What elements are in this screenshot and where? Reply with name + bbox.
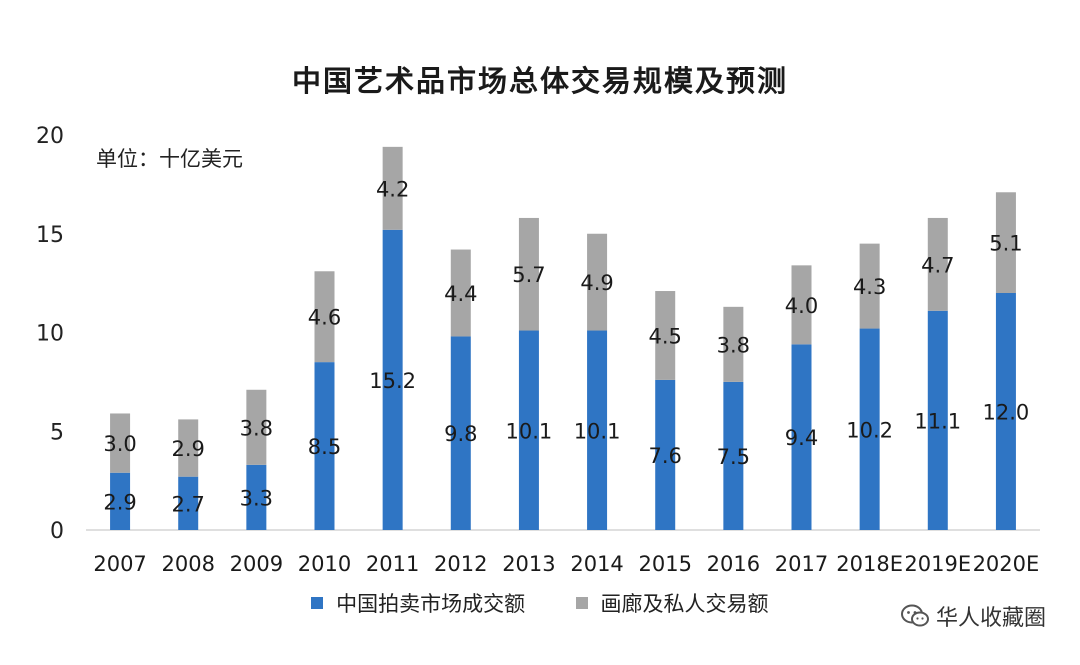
data-label-gallery: 4.5	[649, 324, 682, 348]
data-label-auction: 9.4	[785, 426, 818, 450]
legend: 中国拍卖市场成交额 画廊及私人交易额	[0, 588, 1080, 618]
bar-auction	[450, 336, 471, 530]
legend-item-auction: 中国拍卖市场成交额	[311, 588, 525, 618]
data-label-gallery: 4.7	[921, 253, 954, 277]
x-tick-label: 2019E	[904, 552, 971, 576]
x-tick-label: 2017	[775, 552, 828, 576]
data-label-auction: 7.5	[717, 445, 750, 469]
bar-gallery	[655, 291, 676, 380]
bar-auction	[859, 328, 880, 530]
bar-gallery	[246, 389, 267, 465]
data-label-auction: 10.2	[846, 418, 893, 442]
data-label-gallery: 4.2	[376, 177, 409, 201]
bar-gallery	[791, 265, 812, 345]
data-label-auction: 10.1	[506, 419, 553, 443]
bar-auction	[995, 293, 1016, 530]
data-label-auction: 8.5	[308, 435, 341, 459]
bar-gallery	[723, 306, 744, 382]
y-tick-label: 15	[36, 223, 64, 248]
bar-gallery	[995, 192, 1016, 293]
unit-label: 单位：十亿美元	[96, 147, 243, 171]
bar-auction	[110, 472, 131, 530]
y-tick-label: 0	[50, 519, 64, 544]
data-label-auction: 12.0	[983, 401, 1030, 425]
bar-gallery	[587, 233, 608, 331]
x-tick-label: 2016	[707, 552, 760, 576]
x-tick-label: 2018E	[836, 552, 903, 576]
y-tick-label: 20	[36, 124, 64, 149]
data-label-gallery: 3.8	[717, 333, 750, 357]
bar-auction	[587, 330, 608, 530]
data-label-auction: 10.1	[574, 419, 621, 443]
legend-item-gallery: 画廊及私人交易额	[575, 588, 769, 618]
legend-label-gallery: 画廊及私人交易额	[600, 592, 769, 616]
x-tick-label: 2007	[93, 552, 146, 576]
legend-swatch-auction	[311, 597, 324, 609]
bar-gallery	[927, 217, 948, 311]
x-tick-label: 2011	[366, 552, 419, 576]
data-label-gallery: 4.0	[785, 294, 818, 318]
data-label-auction: 11.1	[914, 409, 961, 433]
x-tick-label: 2012	[434, 552, 487, 576]
x-tick-label: 2013	[502, 552, 555, 576]
x-tick-label: 2010	[298, 552, 351, 576]
data-label-auction: 15.2	[369, 369, 416, 393]
data-label-auction: 2.7	[172, 492, 205, 516]
data-label-gallery: 3.0	[103, 432, 136, 456]
data-label-gallery: 4.3	[853, 275, 886, 299]
data-label-auction: 3.3	[240, 486, 273, 510]
data-label-gallery: 3.8	[240, 416, 273, 440]
bar-auction	[791, 344, 812, 530]
x-tick-label: 2009	[230, 552, 283, 576]
data-label-auction: 9.8	[444, 422, 477, 446]
bar-gallery	[178, 419, 199, 477]
x-tick-label: 2015	[638, 552, 691, 576]
watermark-text: 华人收藏圈	[935, 606, 1046, 631]
watermark: 华人收藏圈	[900, 600, 1046, 632]
bar-auction	[927, 310, 948, 530]
chart-title: 中国艺术品市场总体交易规模及预测	[291, 64, 788, 98]
x-tick-label: 2014	[570, 552, 623, 576]
bar-auction	[178, 476, 199, 530]
data-label-gallery: 4.6	[308, 306, 341, 330]
bar-gallery	[859, 243, 880, 329]
data-label-gallery: 5.7	[512, 263, 545, 287]
data-label-gallery: 2.9	[172, 437, 205, 461]
bar-auction	[723, 381, 744, 530]
x-tick-label: 2020E	[973, 552, 1040, 576]
x-tick-label: 2008	[161, 552, 214, 576]
wechat-icon	[900, 604, 929, 627]
bar-gallery	[110, 413, 131, 473]
data-label-gallery: 4.9	[580, 271, 613, 295]
bar-auction	[655, 379, 676, 530]
data-label-auction: 2.9	[103, 490, 136, 514]
bar-gallery	[450, 249, 471, 337]
y-tick-label: 5	[50, 420, 64, 445]
y-tick-label: 10	[36, 322, 64, 347]
bar-gallery	[518, 217, 539, 331]
data-label-auction: 7.6	[649, 444, 682, 468]
bar-auction	[314, 362, 335, 530]
bar-auction	[382, 229, 403, 531]
bar-gallery	[382, 146, 403, 230]
legend-swatch-gallery	[575, 597, 588, 609]
bar-gallery	[314, 271, 335, 363]
data-label-gallery: 4.4	[444, 282, 477, 306]
bar-auction	[246, 464, 267, 530]
legend-label-auction: 中国拍卖市场成交额	[336, 592, 526, 616]
bar-auction	[518, 330, 539, 530]
data-label-gallery: 5.1	[989, 232, 1022, 256]
